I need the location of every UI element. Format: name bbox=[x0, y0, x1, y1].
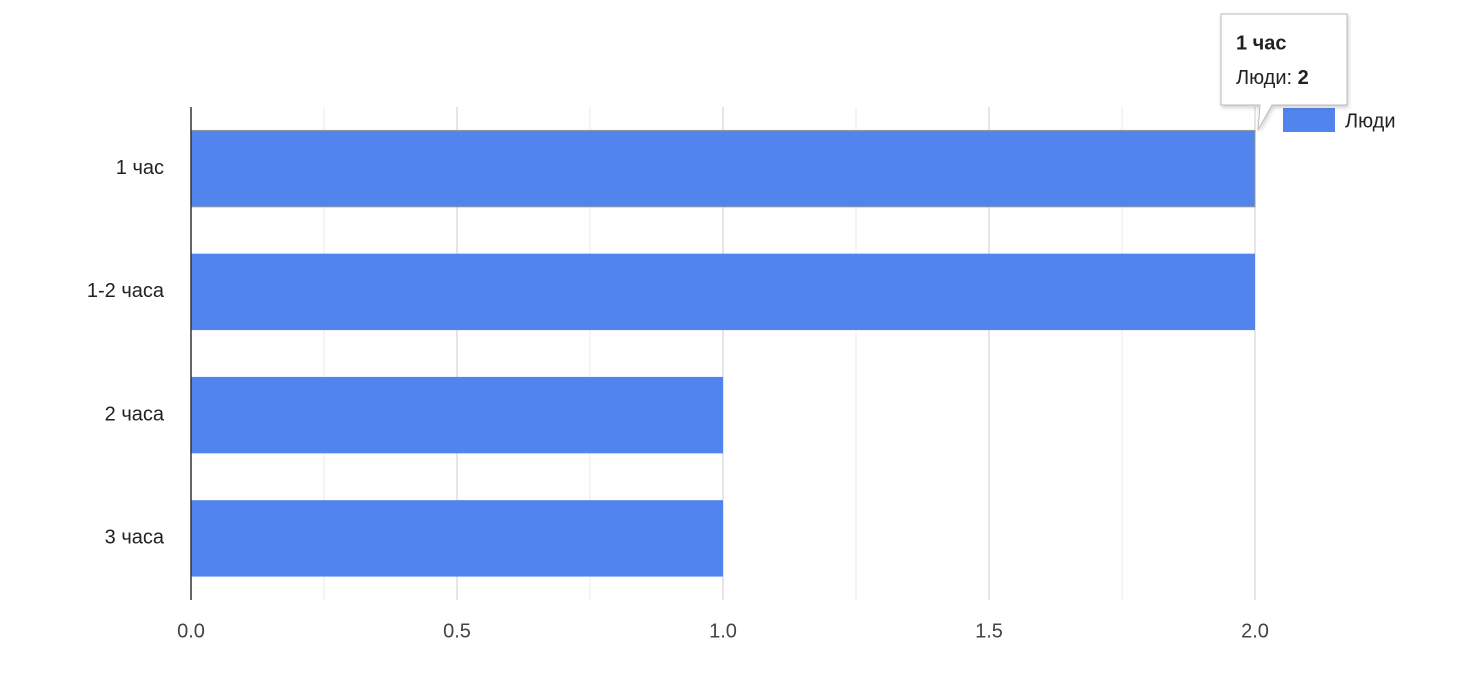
tooltip-box bbox=[1220, 13, 1348, 131]
y-tick-label: 1 час bbox=[116, 157, 164, 179]
labels: 0.0 0.5 1.0 1.5 2.0 1 час 1-2 часа 2 часа 3 часа bbox=[87, 107, 1269, 642]
y-tick-label: 3 часа bbox=[105, 527, 165, 549]
bar bbox=[190, 129, 1256, 208]
tooltip-value: 2 bbox=[1298, 67, 1309, 89]
tooltip: 1 час Люди: 2 bbox=[1220, 13, 1348, 131]
y-tick-label: 1-2 часа bbox=[87, 280, 165, 302]
bars bbox=[190, 129, 1256, 577]
y-tick-label: 2 часа bbox=[105, 403, 165, 425]
x-tick-label: 2.0 bbox=[1241, 620, 1269, 642]
tooltip-line: Люди: 2 bbox=[1236, 67, 1309, 89]
legend-label: Люди bbox=[1345, 110, 1396, 132]
tooltip-title: 1 час bbox=[1236, 32, 1287, 54]
bar bbox=[191, 376, 723, 454]
x-tick-label: 0.5 bbox=[443, 620, 471, 642]
tooltip-label: Люди: bbox=[1236, 67, 1292, 89]
legend: Люди bbox=[1283, 108, 1396, 132]
x-tick-label: 0.0 bbox=[177, 620, 205, 642]
legend-swatch bbox=[1283, 108, 1335, 132]
bar bbox=[191, 500, 723, 577]
x-tick-label: 1.0 bbox=[709, 620, 737, 642]
bar bbox=[191, 253, 1255, 331]
x-tick-label: 1.5 bbox=[975, 620, 1003, 642]
